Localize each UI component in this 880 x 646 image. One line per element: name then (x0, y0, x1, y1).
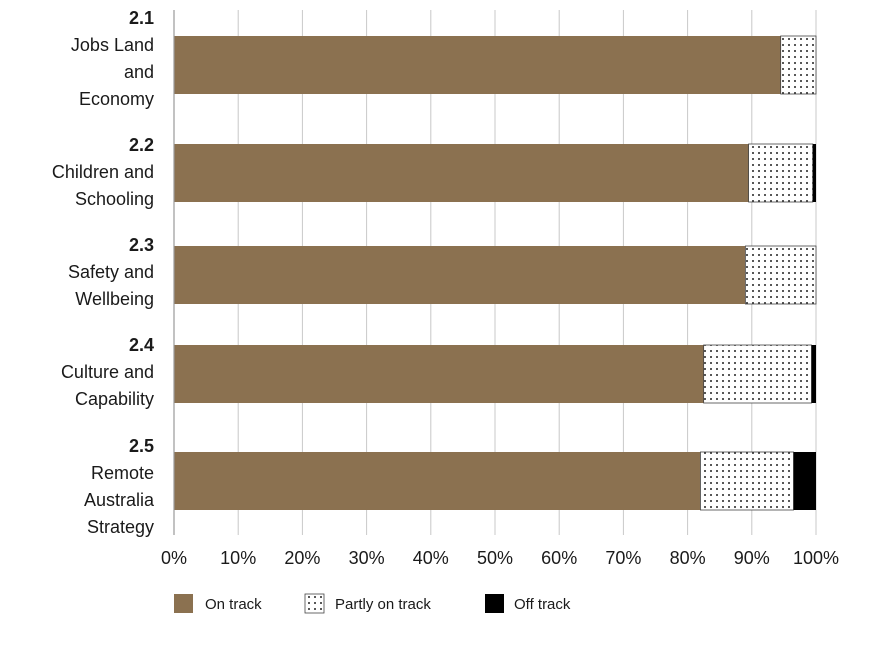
category-label-2-4: 2.4 Culture and Capability (61, 335, 154, 409)
bar-2-5-off-track (793, 452, 816, 510)
legend-swatch (174, 594, 193, 613)
x-tick-label: 60% (541, 548, 577, 568)
x-tick-label: 50% (477, 548, 513, 568)
x-axis-tick-labels: 0% 10% 20% 30% 40% 50% 60% 70% 80% 90% 100% (161, 548, 839, 568)
legend-item-partly-on-track: Partly on track (304, 593, 431, 614)
legend-swatch (485, 594, 504, 613)
category-label-2-5: 2.5 Remote Australia Strategy (84, 436, 155, 537)
category-name-line: Wellbeing (75, 289, 154, 309)
x-tick-label: 90% (734, 548, 770, 568)
category-name-line: Schooling (75, 189, 154, 209)
category-label-2-3: 2.3 Safety and Wellbeing (68, 235, 154, 309)
bar-2-1-on-track (174, 36, 781, 94)
legend-item-off-track: Off track (485, 594, 571, 613)
bar-2-3-on-track (174, 246, 746, 304)
bars (174, 35, 817, 511)
x-tick-label: 20% (284, 548, 320, 568)
category-code: 2.2 (129, 135, 154, 155)
x-tick-label: 0% (161, 548, 187, 568)
category-name-line: Jobs Land (71, 35, 154, 55)
category-code: 2.1 (129, 8, 154, 28)
bar-2-1-partly-on-track (780, 35, 817, 95)
x-tick-label: 30% (349, 548, 385, 568)
x-tick-label: 10% (220, 548, 256, 568)
legend-label: On track (205, 596, 262, 613)
legend-item-on-track: On track (174, 594, 262, 613)
category-name-line: Safety and (68, 262, 154, 282)
bar-2-2-off-track (812, 144, 816, 202)
x-tick-label: 70% (605, 548, 641, 568)
bar-2-5-on-track (174, 452, 701, 510)
category-name-line: Strategy (87, 517, 154, 537)
category-code: 2.3 (129, 235, 154, 255)
category-name-line: Culture and (61, 362, 154, 382)
category-labels: 2.1 Jobs Land and Economy 2.2 Children and Sch… (52, 8, 155, 537)
category-name-line: Capability (75, 389, 154, 409)
x-tick-label: 40% (413, 548, 449, 568)
bar-2-5-partly-on-track (700, 451, 794, 511)
bar-2-4-off-track (811, 345, 816, 403)
bar-2-3-partly-on-track (744, 245, 817, 305)
bar-2-4-on-track (174, 345, 704, 403)
bar-2-4-partly-on-track (703, 344, 812, 404)
category-label-2-1: 2.1 Jobs Land and Economy (71, 8, 154, 109)
x-tick-label: 80% (670, 548, 706, 568)
category-name-line: Children and (52, 162, 154, 182)
category-code: 2.5 (129, 436, 154, 456)
legend-label: Partly on track (335, 596, 431, 613)
category-name-line: and (124, 62, 154, 82)
legend-label: Off track (514, 596, 571, 613)
category-name-line: Economy (79, 89, 154, 109)
x-tick-label: 100% (793, 548, 839, 568)
legend: On track Partly on track Off track (174, 593, 571, 614)
category-name-line: Remote (91, 463, 154, 483)
legend-swatch (304, 593, 325, 614)
category-label-2-2: 2.2 Children and Schooling (52, 135, 154, 209)
bar-2-2-on-track (174, 144, 749, 202)
category-code: 2.4 (129, 335, 154, 355)
bar-2-2-partly-on-track (748, 143, 814, 203)
category-name-line: Australia (84, 490, 155, 510)
